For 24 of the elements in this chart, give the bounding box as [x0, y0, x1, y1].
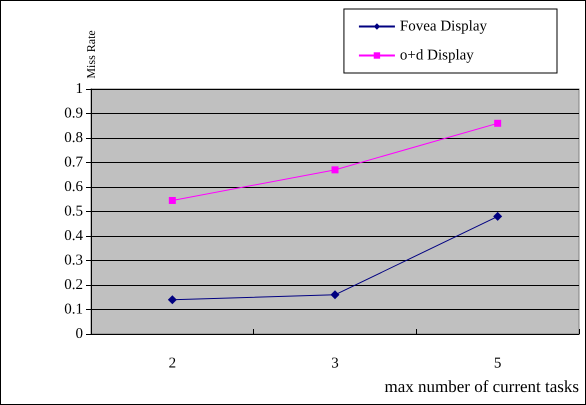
y-axis-title: Miss Rate: [84, 30, 98, 79]
point: [168, 295, 177, 304]
legend-label: o+d Display: [400, 48, 474, 64]
x-tick-label: 2: [168, 356, 176, 372]
y-tick-label: 0.7: [64, 154, 84, 170]
point: [168, 196, 176, 204]
y-tick-label: 1: [76, 81, 83, 97]
y-tick-label: 0.8: [64, 130, 83, 146]
y-tick-label: 0: [76, 326, 83, 342]
point: [494, 120, 502, 127]
y-tick-label: 0.4: [64, 228, 84, 244]
legend-label: Fovea Display: [400, 18, 488, 34]
point: [330, 290, 340, 300]
x-tick-label: 3: [331, 356, 339, 372]
x-axis-title: max number of current tasks: [384, 377, 579, 396]
y-tick-label: 0.6: [64, 179, 84, 195]
x-tick-label: 5: [494, 356, 502, 372]
y-tick-label: 0.2: [64, 277, 83, 293]
y-tick-label: 0.1: [64, 302, 83, 318]
point: [332, 166, 338, 174]
y-tick-label: 0.9: [64, 106, 83, 122]
y-tick-label: 0.5: [64, 204, 83, 220]
point: [493, 212, 502, 221]
y-tick-label: 0.3: [64, 252, 83, 268]
